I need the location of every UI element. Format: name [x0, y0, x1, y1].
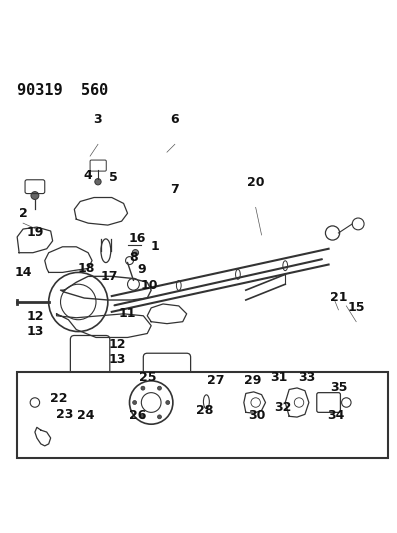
Text: 4: 4 [84, 168, 93, 182]
Text: 21: 21 [330, 290, 347, 304]
Text: 2: 2 [19, 207, 27, 220]
Text: 16: 16 [129, 232, 146, 245]
Text: 8: 8 [129, 252, 138, 264]
Text: 90319  560: 90319 560 [17, 83, 108, 98]
Text: 18: 18 [77, 262, 95, 275]
Text: 9: 9 [137, 263, 146, 276]
Text: 30: 30 [248, 409, 266, 422]
Circle shape [141, 386, 145, 390]
Text: 13: 13 [26, 325, 44, 338]
Text: 34: 34 [327, 409, 344, 422]
Text: 10: 10 [141, 279, 158, 292]
Text: 33: 33 [298, 371, 316, 384]
Text: 29: 29 [244, 374, 262, 386]
Circle shape [132, 249, 139, 256]
Text: 5: 5 [109, 171, 118, 184]
Text: 20: 20 [247, 176, 264, 189]
Text: 19: 19 [26, 227, 44, 239]
Text: 22: 22 [50, 392, 67, 405]
Text: 23: 23 [56, 408, 73, 421]
Text: 26: 26 [129, 409, 146, 422]
Circle shape [31, 191, 39, 199]
Text: 27: 27 [208, 374, 225, 386]
Text: 14: 14 [14, 266, 32, 279]
Text: 6: 6 [171, 114, 179, 126]
Text: 11: 11 [119, 306, 136, 319]
Circle shape [166, 400, 170, 405]
Text: 3: 3 [94, 114, 102, 126]
Text: 31: 31 [271, 371, 288, 384]
Circle shape [141, 415, 145, 419]
Text: 32: 32 [275, 401, 292, 414]
Text: 7: 7 [170, 183, 179, 196]
Text: 1: 1 [151, 239, 160, 253]
Text: 15: 15 [347, 301, 365, 314]
Circle shape [133, 400, 137, 405]
Text: 28: 28 [196, 404, 213, 417]
Text: 13: 13 [109, 353, 126, 366]
Text: 17: 17 [101, 270, 119, 283]
Text: 12: 12 [26, 310, 44, 324]
Circle shape [158, 386, 162, 390]
Text: 12: 12 [109, 338, 126, 351]
Text: 24: 24 [77, 409, 95, 422]
Bar [17, 372, 388, 458]
Circle shape [158, 415, 162, 419]
Text: 35: 35 [330, 382, 347, 394]
Text: 25: 25 [139, 371, 156, 384]
Circle shape [95, 179, 101, 185]
